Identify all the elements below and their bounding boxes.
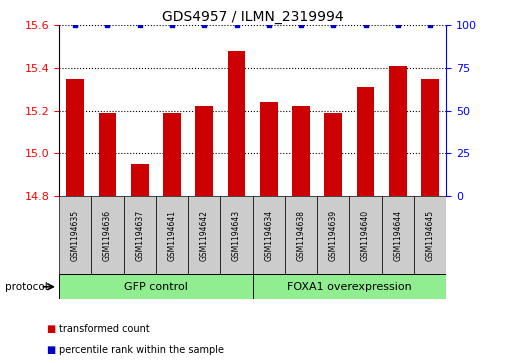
- Point: [200, 23, 208, 28]
- Bar: [357, 87, 374, 196]
- Bar: [195, 106, 213, 196]
- Bar: [124, 196, 156, 274]
- Point: [362, 23, 370, 28]
- Text: GSM1194643: GSM1194643: [232, 209, 241, 261]
- Text: ■: ■: [46, 323, 55, 334]
- Bar: [285, 196, 317, 274]
- Bar: [163, 113, 181, 196]
- Bar: [292, 106, 310, 196]
- Text: GSM1194638: GSM1194638: [297, 209, 306, 261]
- Point: [297, 23, 305, 28]
- Text: GSM1194645: GSM1194645: [426, 209, 435, 261]
- Bar: [156, 196, 188, 274]
- Bar: [188, 196, 221, 274]
- Point: [426, 23, 435, 28]
- Point: [103, 23, 111, 28]
- Bar: [382, 196, 414, 274]
- Bar: [221, 196, 252, 274]
- Bar: [59, 274, 252, 299]
- Point: [135, 23, 144, 28]
- Text: GSM1194636: GSM1194636: [103, 209, 112, 261]
- Bar: [414, 196, 446, 274]
- Bar: [317, 196, 349, 274]
- Bar: [260, 102, 278, 196]
- Title: GDS4957 / ILMN_2319994: GDS4957 / ILMN_2319994: [162, 11, 344, 24]
- Bar: [421, 79, 439, 196]
- Text: GFP control: GFP control: [124, 282, 188, 292]
- Point: [232, 23, 241, 28]
- Bar: [131, 164, 149, 196]
- Text: protocol: protocol: [5, 282, 48, 292]
- Text: GSM1194642: GSM1194642: [200, 209, 209, 261]
- Text: GSM1194634: GSM1194634: [264, 209, 273, 261]
- Text: percentile rank within the sample: percentile rank within the sample: [59, 345, 224, 355]
- Text: GSM1194635: GSM1194635: [71, 209, 80, 261]
- Bar: [349, 196, 382, 274]
- Text: GSM1194644: GSM1194644: [393, 209, 402, 261]
- Bar: [98, 113, 116, 196]
- Text: GSM1194639: GSM1194639: [329, 209, 338, 261]
- Bar: [324, 113, 342, 196]
- Text: GSM1194640: GSM1194640: [361, 209, 370, 261]
- Point: [168, 23, 176, 28]
- Bar: [228, 51, 245, 196]
- Bar: [59, 196, 91, 274]
- Point: [71, 23, 79, 28]
- Text: GSM1194641: GSM1194641: [167, 209, 176, 261]
- Text: ■: ■: [46, 345, 55, 355]
- Bar: [389, 66, 407, 196]
- Point: [265, 23, 273, 28]
- Text: GSM1194637: GSM1194637: [135, 209, 144, 261]
- Bar: [91, 196, 124, 274]
- Text: FOXA1 overexpression: FOXA1 overexpression: [287, 282, 412, 292]
- Text: transformed count: transformed count: [59, 323, 150, 334]
- Bar: [66, 79, 84, 196]
- Bar: [252, 196, 285, 274]
- Point: [329, 23, 338, 28]
- Bar: [252, 274, 446, 299]
- Point: [394, 23, 402, 28]
